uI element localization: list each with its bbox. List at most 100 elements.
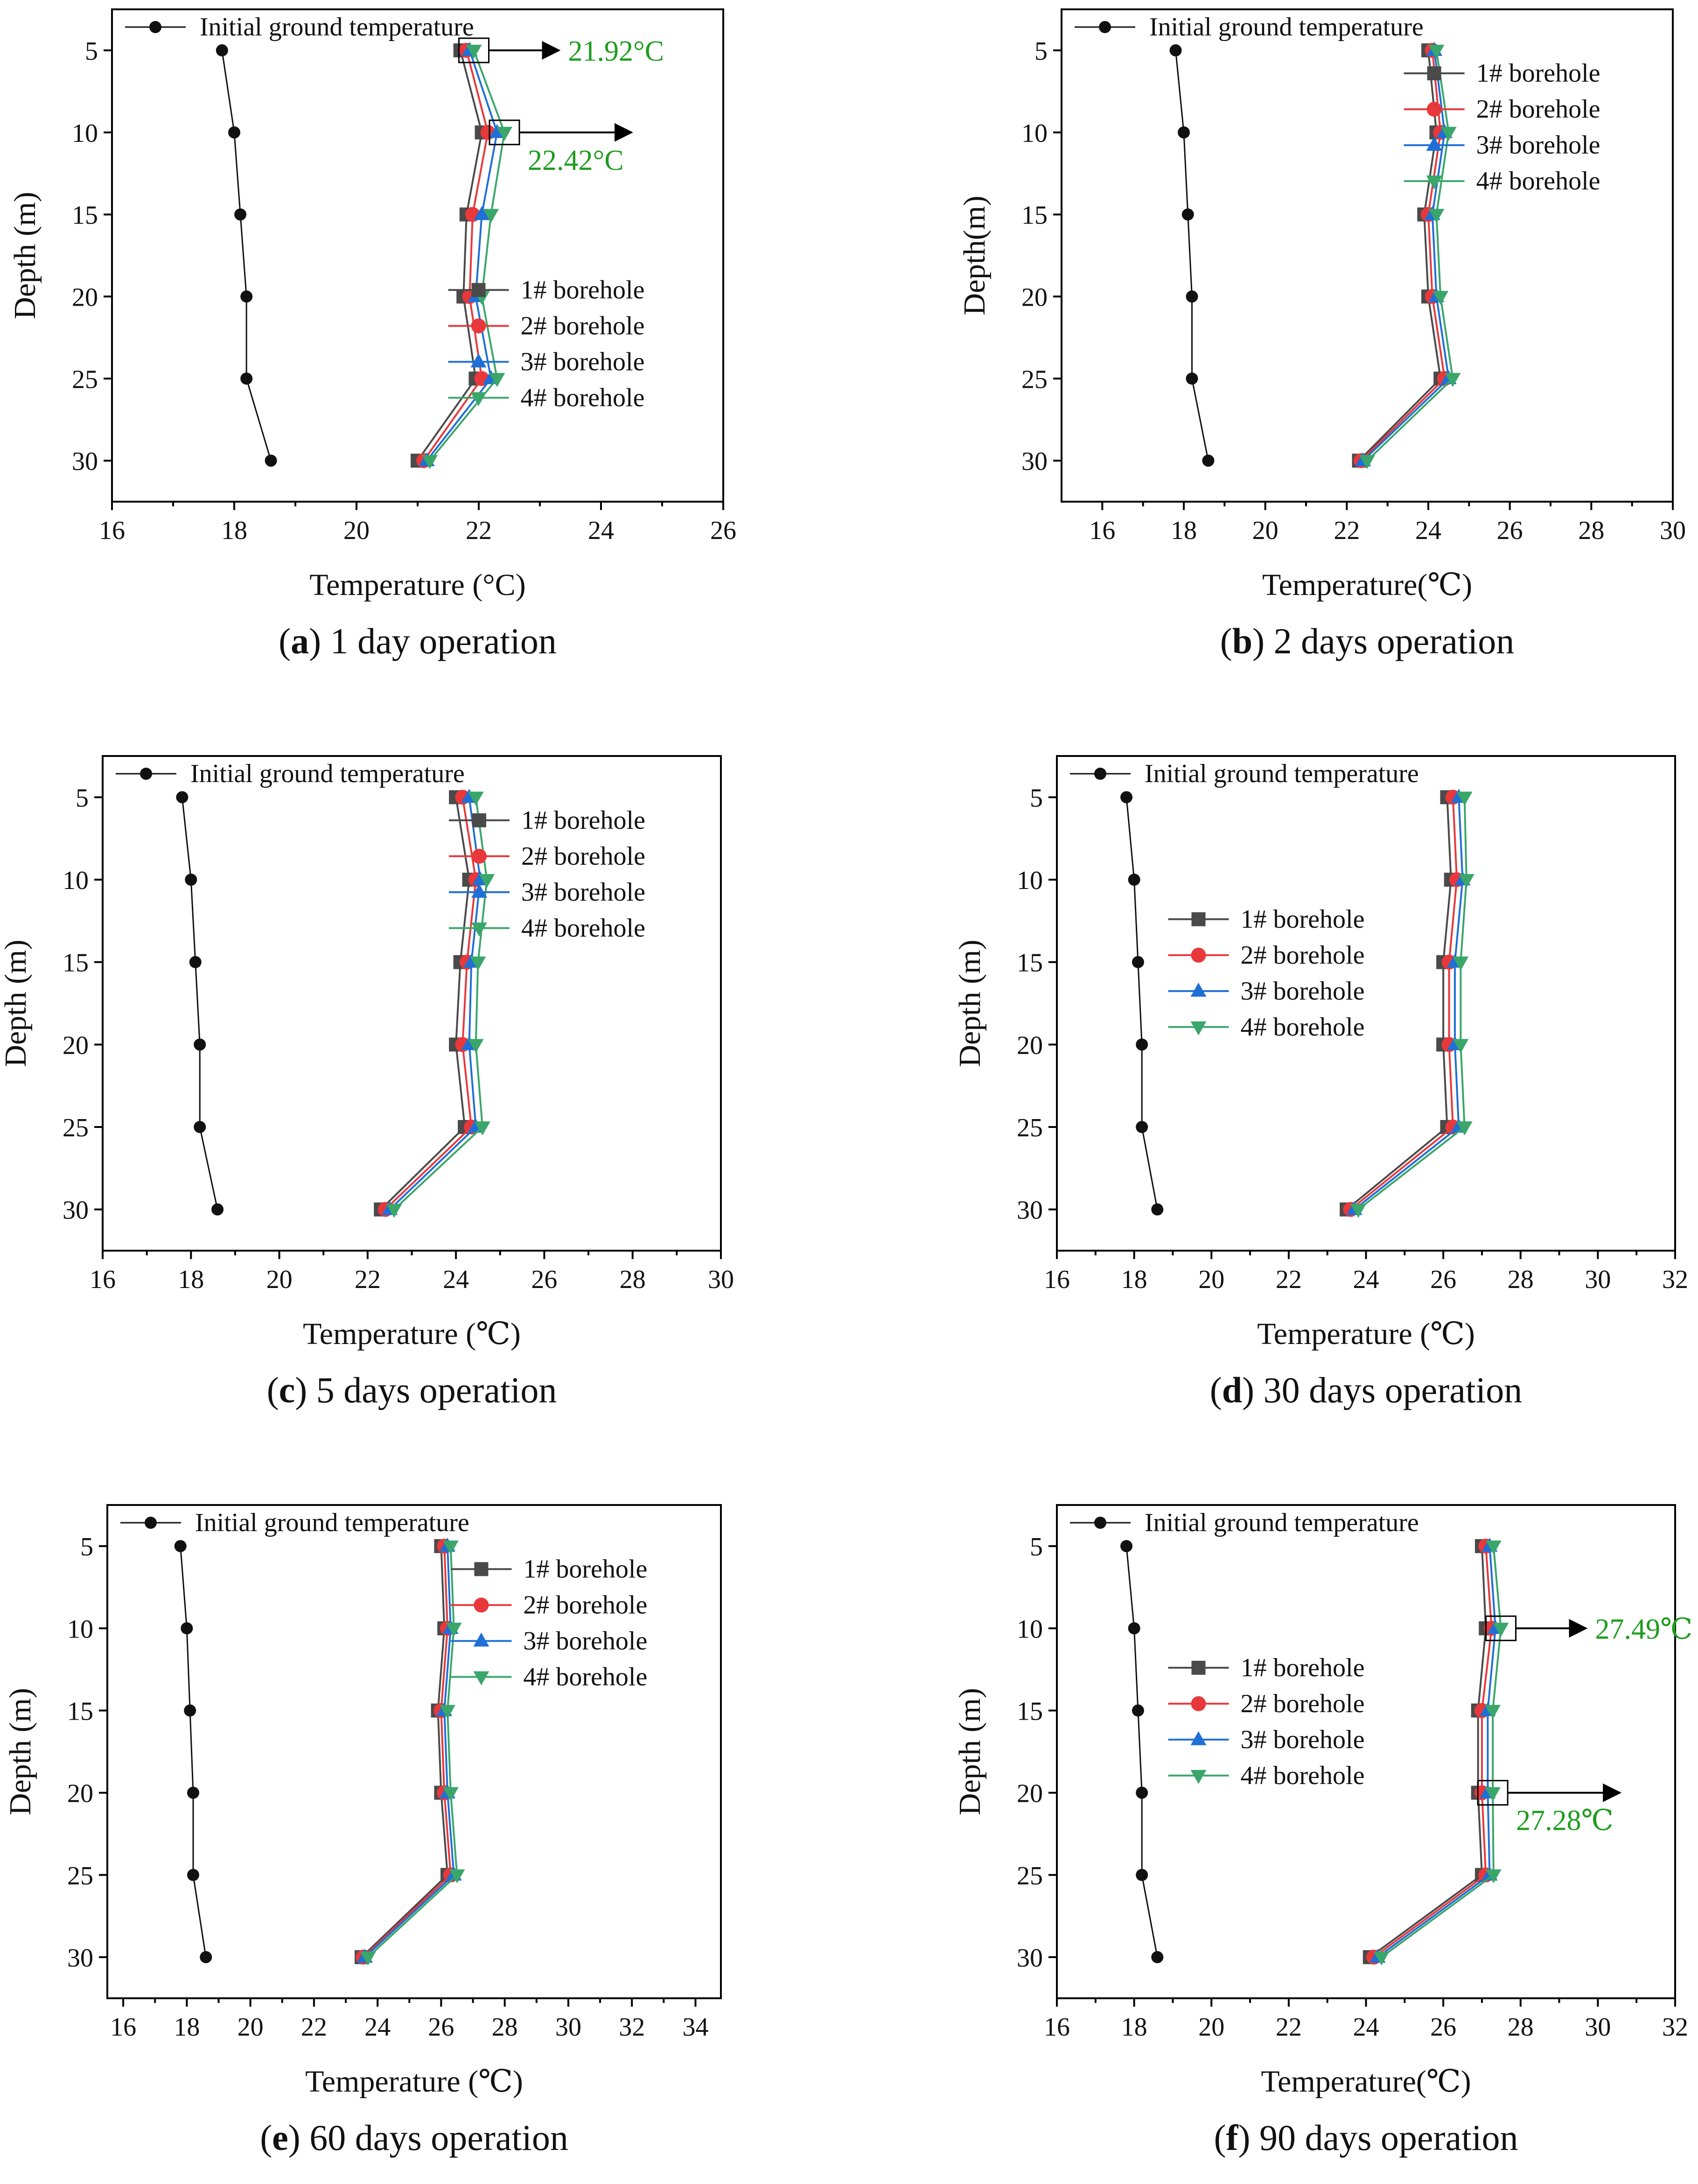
x-tick-label: 32	[619, 2013, 645, 2042]
panel-letter: a	[291, 621, 309, 661]
panel-caption: (b) 2 days operation	[1220, 621, 1514, 661]
y-tick-label: 30	[1017, 1944, 1043, 1973]
legend-marker	[1190, 1731, 1207, 1745]
series-line	[1360, 50, 1446, 462]
data-point	[1181, 208, 1194, 221]
legend-label: Initial ground temperature	[190, 759, 465, 788]
x-tick-label: 22	[301, 2013, 327, 2042]
series-initial-ground-temperature	[1169, 44, 1215, 467]
data-point	[1485, 1705, 1501, 1719]
legend-label: 2# borehole	[1476, 95, 1600, 124]
y-axis-label: Depth(m)	[957, 196, 992, 315]
legend-label: 4# borehole	[521, 914, 645, 943]
legend-label: 2# borehole	[521, 842, 645, 871]
x-tick-label: 30	[1585, 1265, 1611, 1294]
legend-marker	[471, 283, 486, 297]
x-tick-label: 16	[99, 516, 125, 545]
series-borehole-1	[355, 1539, 455, 1964]
legend-label: 3# borehole	[521, 878, 645, 907]
legend-label: Initial ground temperature	[195, 1508, 469, 1537]
legend-marker	[474, 1597, 489, 1613]
plot-frame	[106, 1504, 722, 1999]
series-borehole-4	[386, 791, 495, 1218]
data-point	[470, 956, 486, 971]
series-borehole-3	[1355, 42, 1457, 467]
y-tick-label: 10	[72, 119, 98, 148]
series-line	[389, 797, 482, 1211]
data-point	[496, 126, 513, 141]
x-tick-label: 24	[1353, 2013, 1379, 2042]
data-point	[1132, 956, 1144, 968]
data-point	[187, 1786, 199, 1799]
caption-text: 5 days operation	[307, 1370, 557, 1410]
x-tick-label: 32	[1662, 1265, 1688, 1294]
series-line	[1125, 797, 1158, 1210]
legend-marker	[1191, 1660, 1206, 1675]
data-point	[1151, 1203, 1164, 1216]
series-borehole-4	[360, 1540, 465, 1966]
legend-label: 1# borehole	[523, 1554, 647, 1583]
annotation-label: 21.92°C	[568, 35, 664, 67]
data-point	[466, 44, 482, 59]
annotation-label: 22.42°C	[528, 145, 624, 176]
x-tick-label: 18	[174, 2013, 200, 2042]
y-tick-label: 25	[1021, 365, 1048, 394]
y-tick-label: 25	[63, 1113, 89, 1142]
data-point	[442, 1540, 459, 1555]
series-line	[367, 1546, 458, 1958]
y-tick-label: 10	[63, 866, 89, 895]
legend-label: 1# borehole	[521, 275, 645, 304]
x-tick-label: 20	[1252, 516, 1279, 545]
y-tick-label: 5	[80, 1533, 93, 1561]
data-point	[1373, 1951, 1390, 1966]
y-tick-label: 20	[1017, 1031, 1043, 1060]
series-line	[1373, 1546, 1493, 1958]
series-line	[361, 1546, 449, 1958]
data-point	[1128, 874, 1140, 886]
data-point	[1136, 1786, 1148, 1799]
y-tick-label: 5	[85, 37, 98, 66]
series-line	[1175, 50, 1209, 461]
x-tick-label: 24	[1353, 1265, 1379, 1294]
x-tick-label: 20	[343, 516, 370, 545]
y-tick-label: 5	[76, 784, 89, 812]
data-point	[360, 1951, 376, 1966]
y-tick-label: 30	[1021, 447, 1048, 476]
legend-label: 2# borehole	[1241, 1689, 1365, 1718]
data-point	[446, 1623, 462, 1637]
caption-paren-close: )	[1238, 2117, 1250, 2158]
x-tick-label: 20	[238, 2013, 264, 2042]
series-line	[1362, 50, 1450, 462]
caption-text: 1 day operation	[321, 621, 557, 661]
panel-caption: (f) 90 days operation	[1214, 2117, 1518, 2158]
y-tick-label: 15	[72, 201, 98, 230]
y-tick-label: 10	[1017, 1615, 1043, 1644]
caption-paren-close: )	[295, 1370, 307, 1410]
data-point	[234, 208, 247, 221]
panel-letter: e	[272, 2117, 288, 2158]
caption-paren-close: )	[309, 621, 321, 661]
x-tick-label: 28	[1508, 1265, 1534, 1294]
series-line	[384, 797, 477, 1211]
caption-paren-close: )	[1252, 621, 1265, 661]
legend-label: 1# borehole	[1241, 1653, 1365, 1682]
legend-marker	[472, 813, 486, 827]
legend-label: 4# borehole	[1476, 167, 1600, 196]
series-line	[181, 797, 218, 1210]
x-tick-label: 22	[466, 516, 492, 545]
x-tick-label: 18	[221, 516, 247, 545]
data-point	[1202, 455, 1215, 467]
legend-marker	[473, 1632, 489, 1647]
panel-caption: (d) 30 days operation	[1210, 1370, 1522, 1410]
x-tick-label: 16	[1089, 516, 1115, 545]
y-tick-label: 15	[1017, 1697, 1043, 1726]
x-tick-label: 18	[1171, 516, 1197, 545]
legend-label: 3# borehole	[521, 347, 645, 376]
data-point	[1440, 126, 1457, 141]
x-axis-label: Temperature (℃)	[305, 2065, 523, 2099]
data-point	[1485, 1869, 1502, 1883]
data-point	[1350, 1204, 1366, 1218]
chart-panel-a: 16 18 20 22 24 26 5 10 15 20 25 30 Temperature (°C) D…	[8, 8, 736, 661]
legend-marker	[474, 1562, 489, 1576]
y-tick-label: 15	[63, 949, 89, 978]
